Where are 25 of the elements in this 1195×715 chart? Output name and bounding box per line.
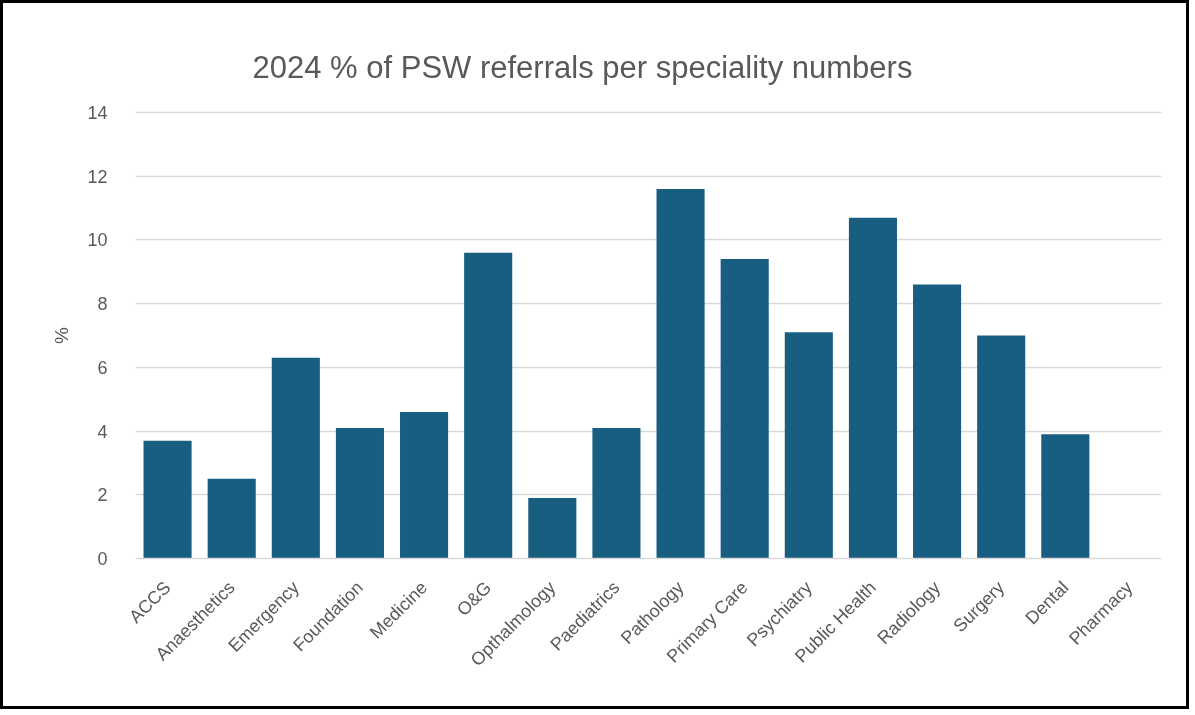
bar <box>1041 434 1090 559</box>
bar <box>528 497 577 559</box>
y-tick-label: 2 <box>97 485 108 506</box>
y-tick-label: 0 <box>97 549 108 569</box>
bar <box>848 217 897 559</box>
bar <box>784 332 833 559</box>
bar <box>143 440 192 559</box>
y-axis-title: % <box>51 326 73 344</box>
bar <box>977 335 1026 559</box>
bar <box>592 427 641 559</box>
y-tick-label: 10 <box>87 230 108 251</box>
y-tick-label: 14 <box>87 103 108 123</box>
bar <box>464 252 513 559</box>
bar <box>720 259 769 559</box>
bar <box>913 284 962 559</box>
bar <box>335 427 384 559</box>
bar <box>207 478 256 559</box>
y-tick-label: 6 <box>97 357 108 378</box>
y-tick-label: 4 <box>97 421 108 442</box>
y-tick-label: 8 <box>97 294 108 315</box>
bar <box>400 411 449 559</box>
bar <box>271 357 320 559</box>
y-tick-label: 12 <box>87 166 108 187</box>
chart-title: 2024 % of PSW referrals per speciality numbers <box>252 49 913 85</box>
bar <box>656 188 705 559</box>
